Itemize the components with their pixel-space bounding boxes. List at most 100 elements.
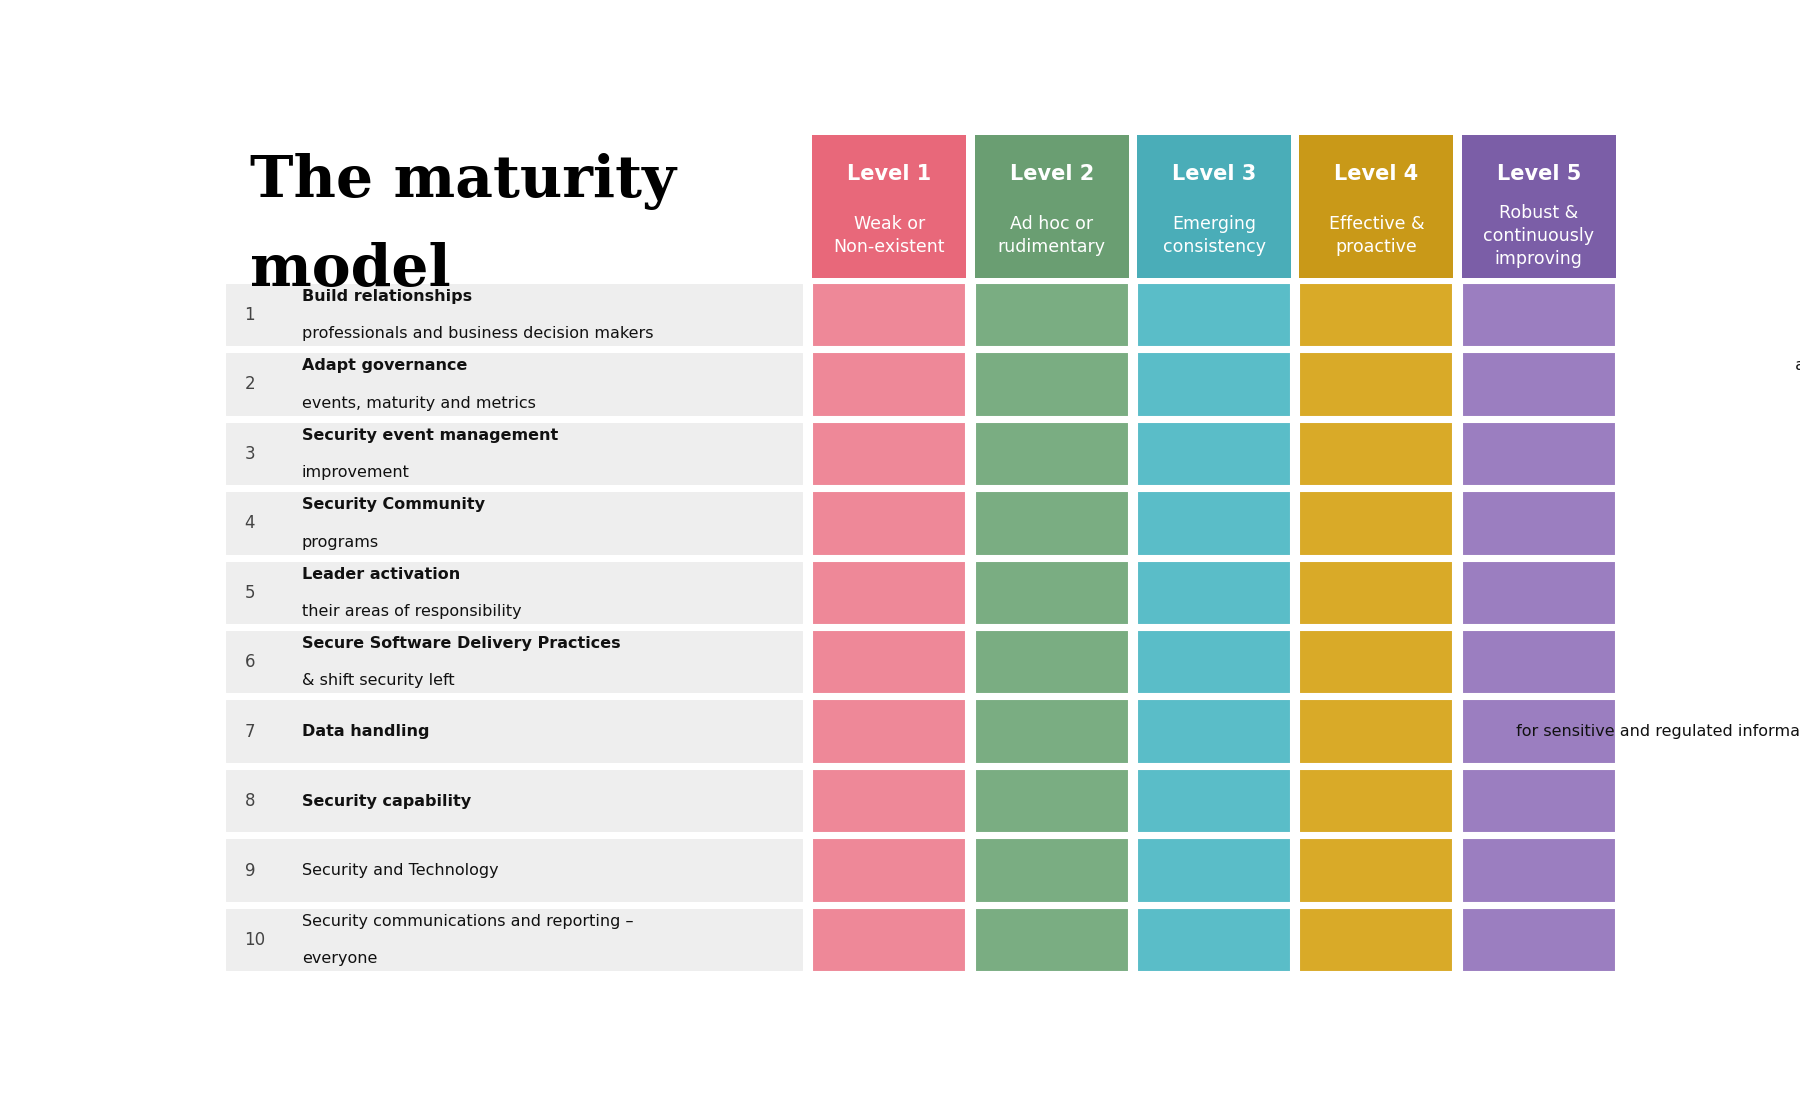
Bar [225, 769, 805, 834]
Bar [1462, 421, 1616, 486]
Text: Security communications and reporting –: Security communications and reporting – [302, 914, 639, 928]
Text: model: model [250, 242, 450, 298]
Bar [1462, 908, 1616, 972]
Text: Level 1: Level 1 [848, 164, 931, 184]
Text: and reporting of security risk,: and reporting of security risk, [1791, 359, 1800, 373]
Text: Secure Software Delivery Practices: Secure Software Delivery Practices [302, 636, 621, 651]
Text: Security and Technology: Security and Technology [302, 864, 504, 878]
Bar [974, 421, 1129, 486]
Bar [974, 283, 1129, 348]
Bar [812, 630, 967, 694]
Bar [225, 838, 805, 903]
Bar [1462, 769, 1616, 834]
Bar [1462, 134, 1616, 277]
Bar [1300, 352, 1453, 417]
Text: The maturity: The maturity [250, 153, 677, 210]
Text: Security event management: Security event management [302, 428, 558, 442]
Text: 9: 9 [245, 861, 256, 880]
Bar [1462, 630, 1616, 694]
Bar [974, 134, 1129, 277]
Text: Level 5: Level 5 [1496, 164, 1580, 184]
Text: 5: 5 [245, 584, 256, 602]
Bar [1138, 491, 1291, 556]
Bar [974, 700, 1129, 763]
Bar [1300, 908, 1453, 972]
Text: Data handling: Data handling [302, 724, 428, 739]
Bar [812, 283, 967, 348]
Text: 3: 3 [245, 444, 256, 463]
Bar [974, 908, 1129, 972]
Text: their areas of responsibility: their areas of responsibility [302, 604, 522, 619]
Text: for sensitive and regulated information: for sensitive and regulated information [1512, 724, 1800, 739]
Bar [1462, 283, 1616, 348]
Bar [225, 352, 805, 417]
Bar [812, 421, 967, 486]
Text: & shift security left: & shift security left [302, 673, 454, 689]
Bar [974, 491, 1129, 556]
Bar [812, 700, 967, 763]
Bar [974, 561, 1129, 625]
Text: everyone: everyone [302, 952, 378, 966]
Bar [225, 630, 805, 694]
Bar [1300, 491, 1453, 556]
Bar [225, 561, 805, 625]
Bar [1462, 561, 1616, 625]
Text: Security capability: Security capability [302, 793, 472, 808]
Text: Leader activation: Leader activation [302, 566, 461, 582]
Bar [812, 838, 967, 903]
Bar [1300, 700, 1453, 763]
Text: Level 3: Level 3 [1172, 164, 1256, 184]
Bar [1300, 561, 1453, 625]
Text: programs: programs [302, 535, 378, 550]
Text: Ad hoc or
rudimentary: Ad hoc or rudimentary [997, 216, 1105, 256]
Text: 2: 2 [245, 375, 256, 394]
Bar [974, 352, 1129, 417]
Bar [1462, 838, 1616, 903]
Bar [812, 769, 967, 834]
Bar [225, 491, 805, 556]
Bar [812, 561, 967, 625]
Bar [1138, 352, 1291, 417]
Text: Emerging
consistency: Emerging consistency [1163, 216, 1265, 256]
Bar [1138, 838, 1291, 903]
Bar [1138, 700, 1291, 763]
Bar [1300, 630, 1453, 694]
Bar [1138, 421, 1291, 486]
Text: 7: 7 [245, 723, 256, 740]
Bar [1462, 700, 1616, 763]
Bar [812, 134, 967, 277]
Text: 8: 8 [245, 792, 256, 810]
Bar [974, 630, 1129, 694]
Bar [812, 352, 967, 417]
Text: improvement: improvement [302, 465, 410, 480]
Text: 10: 10 [245, 931, 266, 949]
Bar [812, 491, 967, 556]
Bar [974, 769, 1129, 834]
Bar [1462, 491, 1616, 556]
Text: events, maturity and metrics: events, maturity and metrics [302, 396, 536, 410]
Text: 6: 6 [245, 653, 256, 671]
Text: professionals and business decision makers: professionals and business decision make… [302, 327, 653, 341]
Bar [225, 283, 805, 348]
Bar [1300, 421, 1453, 486]
Bar [1138, 630, 1291, 694]
Bar [1138, 769, 1291, 834]
Bar [1300, 769, 1453, 834]
Bar [1300, 838, 1453, 903]
Bar [1138, 134, 1291, 277]
Text: Security Community: Security Community [302, 497, 484, 513]
Bar [1300, 283, 1453, 348]
Bar [974, 838, 1129, 903]
Bar [225, 700, 805, 763]
Text: Level 4: Level 4 [1334, 164, 1418, 184]
Text: Level 2: Level 2 [1010, 164, 1094, 184]
Bar [1138, 561, 1291, 625]
Bar [1300, 134, 1453, 277]
Bar [225, 421, 805, 486]
Text: Weak or
Non-existent: Weak or Non-existent [833, 216, 945, 256]
Text: Build relationships: Build relationships [302, 288, 472, 304]
Text: 4: 4 [245, 515, 256, 532]
Bar [225, 908, 805, 972]
Bar [812, 908, 967, 972]
Text: 1: 1 [245, 306, 256, 324]
